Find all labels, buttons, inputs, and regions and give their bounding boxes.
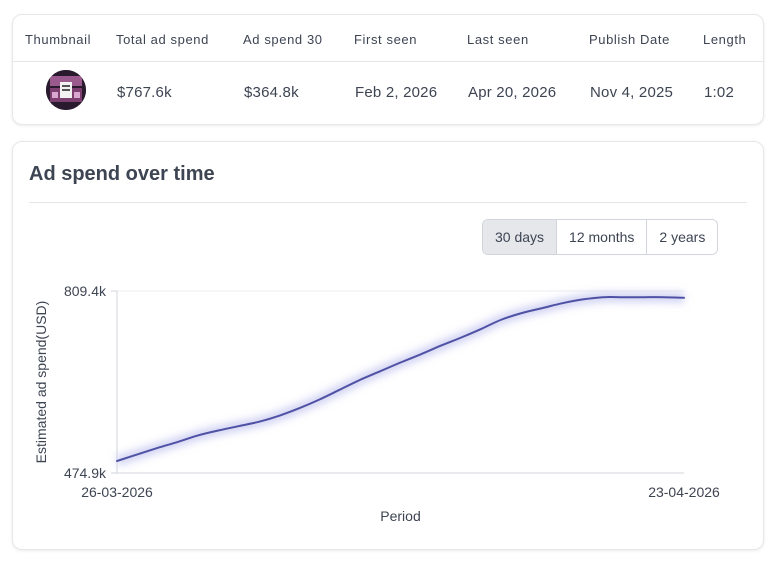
range-30-days-button[interactable]: 30 days — [483, 220, 558, 254]
range-2-years-button[interactable]: 2 years — [647, 220, 718, 254]
data-point-2026-04-05[interactable] — [317, 396, 323, 402]
ad-spend-chart-card: Ad spend over time 30 days 12 months 2 y… — [12, 141, 764, 550]
data-point-2026-04-13[interactable] — [479, 326, 485, 332]
data-point-2026-03-28[interactable] — [155, 445, 161, 451]
data-point-2026-04-18[interactable] — [580, 296, 586, 302]
data-point-2026-04-10[interactable] — [418, 351, 424, 357]
time-range-selector: 30 days 12 months 2 years — [482, 219, 719, 255]
data-point-2026-04-02[interactable] — [256, 419, 262, 425]
data-point-2026-03-27[interactable] — [134, 451, 140, 457]
header-divider — [13, 61, 763, 62]
ad-thumbnail[interactable] — [46, 70, 86, 110]
cell-ad-spend-30: $364.8k — [244, 84, 299, 101]
data-point-2026-04-23[interactable] — [681, 295, 687, 301]
header-ad-spend-30: Ad spend 30 — [243, 32, 323, 47]
ad-details-table: Thumbnail Total ad spend Ad spend 30 Fir… — [12, 14, 764, 125]
data-point-2026-03-26[interactable] — [114, 458, 120, 464]
x-tick-label-start: 26-03-2026 — [81, 484, 153, 500]
data-point-2026-04-01[interactable] — [236, 423, 242, 429]
data-point-2026-04-12[interactable] — [458, 334, 464, 340]
header-length: Length — [703, 32, 747, 47]
header-total-ad-spend: Total ad spend — [116, 32, 209, 47]
data-point-2026-04-09[interactable] — [398, 359, 404, 365]
header-last-seen: Last seen — [467, 32, 529, 47]
data-point-2026-04-17[interactable] — [560, 300, 566, 306]
data-point-2026-03-29[interactable] — [175, 439, 181, 445]
data-point-2026-04-11[interactable] — [438, 343, 444, 349]
data-point-2026-04-16[interactable] — [539, 305, 545, 311]
cell-first-seen: Feb 2, 2026 — [355, 84, 438, 101]
cell-total-ad-spend: $767.6k — [117, 84, 172, 101]
x-tick-label-end: 23-04-2026 — [648, 484, 720, 500]
y-tick-label-max: 809.4k — [64, 283, 107, 299]
data-point-2026-04-20[interactable] — [620, 294, 626, 300]
thumbnail-image — [46, 70, 86, 110]
data-point-2026-04-15[interactable] — [519, 310, 525, 316]
range-12-months-button[interactable]: 12 months — [557, 220, 648, 254]
header-publish-date: Publish Date — [589, 32, 670, 47]
data-point-2026-04-06[interactable] — [337, 387, 343, 393]
data-point-2026-04-08[interactable] — [377, 368, 383, 374]
data-point-2026-04-19[interactable] — [600, 294, 606, 300]
y-tick-label-min: 474.9k — [64, 465, 107, 481]
data-point-2026-04-22[interactable] — [661, 294, 667, 300]
data-point-2026-03-30[interactable] — [195, 432, 201, 438]
chart-title: Ad spend over time — [29, 163, 215, 185]
data-point-2026-04-07[interactable] — [357, 377, 363, 383]
series-line-glow — [115, 292, 685, 466]
data-point-2026-04-21[interactable] — [641, 294, 647, 300]
data-point-2026-04-14[interactable] — [499, 317, 505, 323]
data-point-2026-04-03[interactable] — [276, 413, 282, 419]
data-point-2026-03-31[interactable] — [215, 428, 221, 434]
series-line — [116, 296, 685, 462]
header-thumbnail: Thumbnail — [25, 32, 92, 47]
cell-publish-date: Nov 4, 2025 — [590, 84, 674, 101]
cell-last-seen: Apr 20, 2026 — [468, 84, 557, 101]
data-point-2026-04-04[interactable] — [296, 405, 302, 411]
y-axis-title: Estimated ad spend(USD) — [33, 301, 49, 464]
header-first-seen: First seen — [354, 32, 418, 47]
title-divider — [29, 202, 747, 203]
x-axis-title: Period — [380, 508, 420, 524]
cell-length: 1:02 — [704, 84, 734, 101]
